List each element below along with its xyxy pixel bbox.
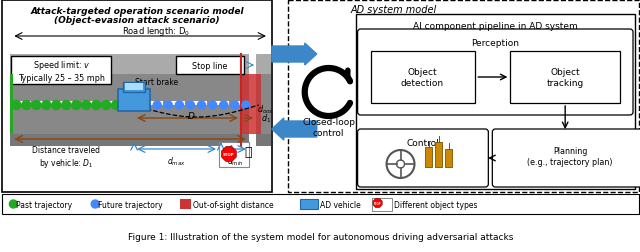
Text: Start brake: Start brake: [134, 77, 178, 86]
Text: AD vehicle: AD vehicle: [320, 200, 360, 209]
Text: 🚶: 🚶: [244, 145, 252, 158]
Text: Figure 1: Illustration of the system model for autonomous driving adversarial at: Figure 1: Illustration of the system mod…: [128, 233, 513, 241]
Bar: [118, 90, 150, 112]
Bar: [426, 147, 433, 167]
Bar: [12, 57, 111, 85]
Text: STOP: STOP: [223, 152, 235, 156]
Text: Different object types: Different object types: [394, 200, 477, 209]
Bar: [176, 57, 244, 75]
Circle shape: [164, 102, 172, 110]
Bar: [510, 52, 620, 104]
Text: Stop line: Stop line: [192, 61, 228, 70]
Circle shape: [153, 102, 161, 110]
FancyBboxPatch shape: [492, 130, 640, 187]
Circle shape: [397, 160, 404, 168]
Text: $d_{max}$: $d_{max}$: [167, 155, 186, 168]
Polygon shape: [221, 147, 236, 162]
Bar: [82, 102, 97, 106]
Bar: [123, 83, 145, 93]
Bar: [445, 149, 452, 167]
Circle shape: [10, 200, 17, 208]
Bar: [10, 75, 271, 135]
Circle shape: [111, 101, 121, 110]
Circle shape: [12, 101, 21, 110]
Bar: [180, 199, 191, 209]
Circle shape: [22, 101, 31, 110]
Bar: [3, 1, 272, 192]
Text: Future trajectory: Future trajectory: [98, 200, 163, 209]
Bar: [372, 198, 392, 211]
Circle shape: [242, 102, 250, 110]
Circle shape: [102, 101, 111, 110]
Circle shape: [52, 101, 61, 110]
Text: Attack-targeted operation scenario model: Attack-targeted operation scenario model: [30, 7, 244, 15]
Bar: [435, 142, 442, 167]
Circle shape: [82, 101, 91, 110]
Text: AD system model: AD system model: [351, 5, 437, 15]
Text: AI component pipeline in AD system: AI component pipeline in AD system: [413, 21, 578, 30]
Text: $d_{min}$: $d_{min}$: [227, 155, 243, 168]
Bar: [10, 75, 13, 135]
Text: Speed limit: $v$
Typically 25 – 35 mph: Speed limit: $v$ Typically 25 – 35 mph: [18, 59, 105, 82]
Bar: [170, 102, 185, 106]
Text: Object
detection: Object detection: [401, 68, 444, 87]
Circle shape: [42, 101, 51, 110]
Circle shape: [92, 200, 99, 208]
Polygon shape: [373, 199, 382, 208]
Text: $d_{oos}$: $d_{oos}$: [257, 103, 273, 116]
Circle shape: [32, 101, 41, 110]
Circle shape: [198, 102, 205, 110]
Text: (Object-evasion attack scenario): (Object-evasion attack scenario): [54, 15, 220, 24]
Bar: [38, 102, 53, 106]
Text: Road length: D$_0$: Road length: D$_0$: [122, 24, 190, 37]
Bar: [10, 135, 271, 146]
Circle shape: [72, 101, 81, 110]
Bar: [192, 102, 207, 106]
Bar: [371, 52, 476, 104]
Bar: [236, 102, 251, 106]
Text: $D$: $D$: [187, 109, 195, 120]
Bar: [17, 102, 31, 106]
Bar: [10, 55, 271, 75]
Text: Out-of-sight distance: Out-of-sight distance: [193, 200, 274, 209]
Bar: [60, 102, 76, 106]
Text: Closed-loop
control: Closed-loop control: [302, 118, 355, 137]
Circle shape: [220, 102, 228, 110]
Circle shape: [92, 101, 100, 110]
Text: Object
tracking: Object tracking: [547, 68, 584, 87]
Bar: [249, 55, 256, 146]
Bar: [148, 102, 163, 106]
Circle shape: [175, 102, 183, 110]
Circle shape: [62, 101, 71, 110]
Circle shape: [209, 102, 216, 110]
Text: Past trajectory: Past trajectory: [17, 200, 72, 209]
Bar: [219, 142, 249, 167]
Text: $d_1$: $d_1$: [260, 112, 271, 125]
FancyArrow shape: [272, 44, 317, 66]
FancyBboxPatch shape: [358, 130, 488, 187]
Text: Distance traveled
by vehicle: $D_1$: Distance traveled by vehicle: $D_1$: [32, 145, 100, 169]
Text: Planning
(e.g., trajectory plan): Planning (e.g., trajectory plan): [527, 147, 613, 166]
Circle shape: [231, 102, 239, 110]
FancyArrow shape: [272, 118, 317, 140]
FancyBboxPatch shape: [358, 30, 633, 115]
Circle shape: [142, 102, 150, 110]
Text: Control: Control: [406, 138, 439, 147]
Circle shape: [186, 102, 195, 110]
Circle shape: [387, 150, 415, 178]
Bar: [126, 102, 141, 106]
Bar: [3, 194, 639, 214]
Text: Perception: Perception: [471, 38, 519, 47]
Bar: [356, 15, 635, 189]
Bar: [300, 199, 317, 209]
Bar: [125, 84, 143, 91]
Bar: [214, 102, 229, 106]
Bar: [104, 102, 119, 106]
Bar: [241, 75, 261, 135]
Bar: [288, 1, 639, 192]
Text: STOP: STOP: [374, 201, 381, 205]
